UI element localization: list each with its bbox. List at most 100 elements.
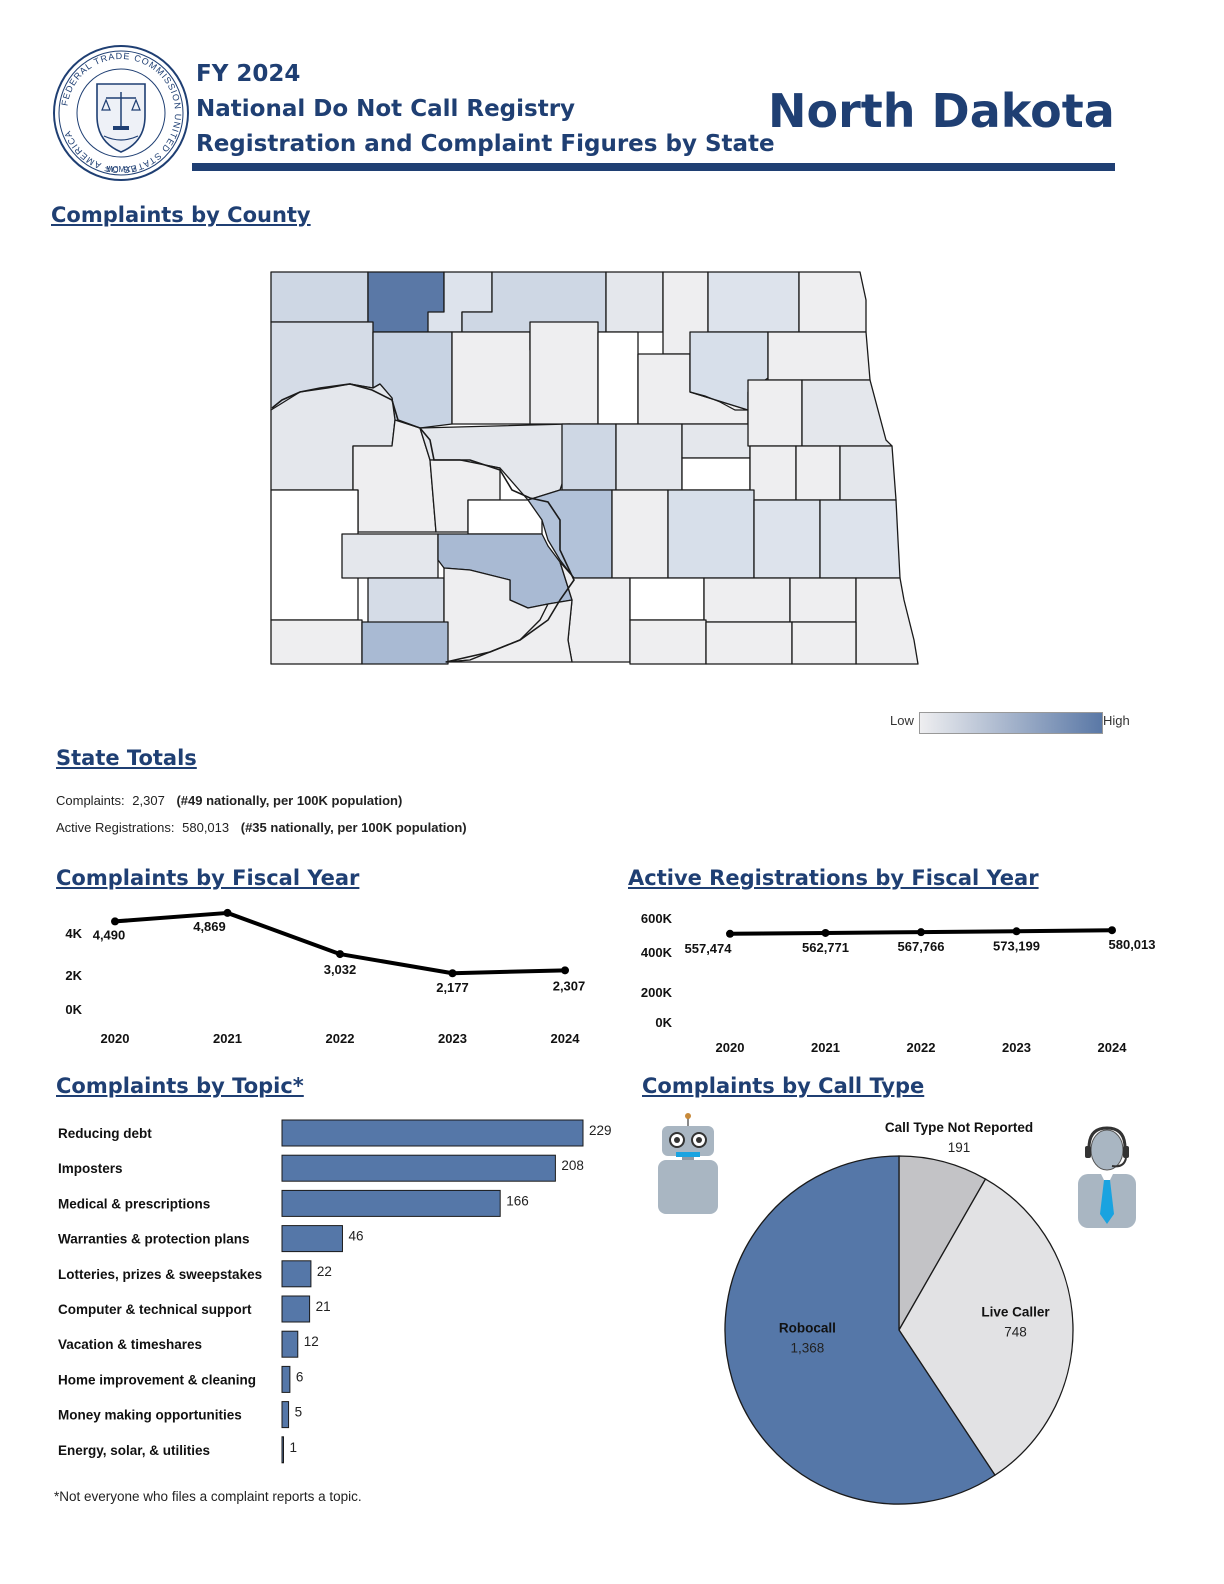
complaints-label: Complaints: — [56, 793, 125, 808]
county — [839, 445, 897, 501]
data-point — [111, 917, 119, 926]
call-type-pie: Call Type Not Reported 191 Live Caller 748 R… — [724, 1120, 1074, 1505]
pie-slice-name: Live Caller — [981, 1304, 1050, 1319]
county — [361, 621, 449, 665]
topic-bar — [281, 1436, 284, 1464]
x-tick-label: 2021 — [213, 1031, 242, 1046]
registry-heading: National Do Not Call Registry — [196, 96, 576, 122]
topic-bar — [281, 1260, 312, 1288]
complaints-by-topic-chart: Reducing debt 229 Imposters 208 Medical & pr… — [58, 1119, 612, 1464]
county — [681, 423, 751, 459]
county — [615, 423, 683, 491]
complaints-total-row: Complaints: 2,307 (#49 nationally, per 1… — [56, 793, 402, 808]
topic-footnote: *Not everyone who files a complaint repo… — [54, 1489, 362, 1504]
y-tick-label: 4K — [65, 926, 82, 941]
data-label: 3,032 — [324, 962, 357, 977]
county — [789, 577, 857, 623]
subtitle-heading: Registration and Complaint Figures by St… — [196, 131, 775, 157]
county — [681, 457, 751, 491]
county — [855, 577, 919, 665]
county — [451, 331, 539, 425]
totals-section-title: State Totals — [56, 746, 197, 770]
county — [791, 621, 857, 665]
complaints-rank: (#49 nationally, per 100K population) — [176, 793, 403, 808]
data-label: 573,199 — [993, 938, 1040, 953]
x-tick-label: 2022 — [907, 1040, 936, 1055]
county — [703, 577, 791, 623]
topic-value-label: 1 — [290, 1440, 298, 1455]
topic-label: Computer & technical support — [58, 1302, 252, 1317]
legend-high-label: High — [1103, 713, 1130, 728]
complaints-by-year-chart: 0K 2K 4K 2020 2021 2022 2023 2024 4,490 4,869 3,03… — [65, 908, 586, 1046]
x-tick-label: 2023 — [438, 1031, 467, 1046]
county — [529, 321, 599, 425]
topic-bar — [281, 1295, 311, 1323]
county — [597, 331, 639, 425]
data-point — [917, 928, 925, 937]
topic-value-label: 166 — [506, 1193, 529, 1208]
y-tick-label: 200K — [641, 985, 673, 1000]
map-legend-gradient — [919, 712, 1103, 734]
county — [753, 499, 821, 579]
topic-value-label: 21 — [316, 1299, 331, 1314]
topic-label: Lotteries, prizes & sweepstakes — [58, 1267, 262, 1282]
state-name: North Dakota — [768, 84, 1115, 138]
county — [749, 445, 797, 501]
data-label: 567,766 — [898, 939, 945, 954]
registrations-by-year-chart: 0K 200K 400K 600K 2020 2021 2022 2023 2024 557,47… — [641, 911, 1156, 1055]
registrations-label: Active Registrations: — [56, 820, 175, 835]
topic-value-label: 6 — [296, 1369, 304, 1384]
sheyenne-river — [689, 391, 748, 411]
county — [747, 379, 803, 447]
topic-label: Warranties & protection plans — [58, 1232, 250, 1247]
topic-section-title: Complaints by Topic* — [56, 1074, 304, 1098]
y-tick-label: 0K — [65, 1002, 82, 1017]
topic-label: Imposters — [58, 1161, 123, 1176]
county — [611, 489, 669, 579]
county — [707, 271, 800, 333]
y-tick-label: 2K — [65, 968, 82, 983]
topic-label: Energy, solar, & utilities — [58, 1443, 210, 1458]
topic-bar — [281, 1154, 556, 1182]
data-label: 4,869 — [193, 919, 226, 934]
registrations-value: 580,013 — [182, 820, 230, 835]
y-tick-label: 600K — [641, 911, 673, 926]
data-point — [726, 929, 734, 938]
topic-value-label: 22 — [317, 1264, 332, 1279]
seal-graphic: FEDERAL TRADE COMMISSION UNITED STATES O… — [53, 45, 189, 181]
x-tick-label: 2024 — [1098, 1040, 1128, 1055]
topic-bar — [281, 1365, 291, 1393]
county — [629, 577, 705, 621]
x-tick-label: 2020 — [716, 1040, 745, 1055]
data-point — [336, 950, 344, 959]
county — [795, 445, 841, 501]
topic-bar — [281, 1401, 290, 1429]
registrations-total-row: Active Registrations: 580,013 (#35 natio… — [56, 820, 467, 835]
complaints-value: 2,307 — [132, 793, 165, 808]
pie-slice — [724, 1155, 996, 1505]
county — [561, 423, 617, 491]
svg-text:MCMXV: MCMXV — [106, 165, 136, 174]
topic-label: Money making opportunities — [58, 1408, 242, 1423]
pie-slice — [898, 1178, 1074, 1477]
county — [445, 599, 573, 663]
y-tick-label: 0K — [655, 1015, 672, 1030]
topic-label: Reducing debt — [58, 1126, 152, 1141]
topic-value-label: 5 — [295, 1405, 303, 1420]
data-label: 2,307 — [553, 978, 586, 993]
data-point — [223, 908, 232, 917]
pie-slice-name: Robocall — [779, 1321, 836, 1336]
county — [270, 271, 369, 323]
data-label: 562,771 — [802, 940, 849, 955]
fiscal-year-heading: FY 2024 — [196, 61, 301, 87]
data-point — [448, 969, 457, 978]
header-rule — [192, 163, 1115, 171]
data-point — [821, 928, 830, 937]
pie-slice-value: 748 — [1004, 1324, 1027, 1339]
topic-value-label: 46 — [348, 1229, 363, 1244]
topic-label: Vacation & timeshares — [58, 1337, 202, 1352]
county — [767, 331, 871, 381]
x-tick-label: 2022 — [326, 1031, 355, 1046]
pie-slice-value: 1,368 — [790, 1341, 824, 1356]
data-label: 4,490 — [93, 927, 126, 942]
